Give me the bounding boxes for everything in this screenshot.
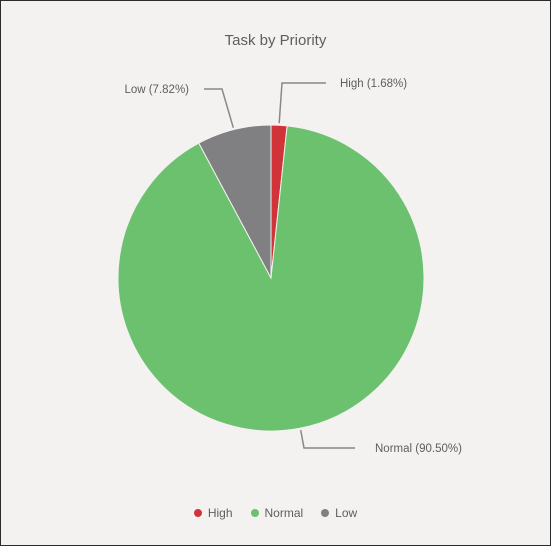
legend-label-low: Low: [335, 506, 358, 520]
chart-title: Task by Priority: [224, 32, 327, 49]
legend-item-normal[interactable]: Normal: [250, 506, 304, 520]
data-label-low: Low (7.82%): [124, 84, 189, 96]
legend-label-normal: Normal: [264, 506, 304, 520]
leader-line-high: [278, 82, 326, 124]
data-label-normal: Normal (90.50%): [375, 443, 462, 455]
legend-item-high[interactable]: High: [193, 506, 233, 520]
pie-slice-normal[interactable]: [117, 125, 425, 432]
legend-marker-high: [193, 509, 202, 517]
legend: High Normal Low: [1, 506, 550, 520]
leader-line-normal: [299, 429, 355, 449]
legend-marker-low: [321, 509, 330, 517]
legend-item-low[interactable]: Low: [321, 506, 357, 520]
legend-label-high: High: [207, 506, 233, 520]
leader-line-low: [204, 88, 235, 128]
legend-marker-normal: [250, 509, 259, 517]
data-label-high: High (1.68%): [340, 78, 407, 90]
pie-slice-low[interactable]: [198, 124, 272, 279]
